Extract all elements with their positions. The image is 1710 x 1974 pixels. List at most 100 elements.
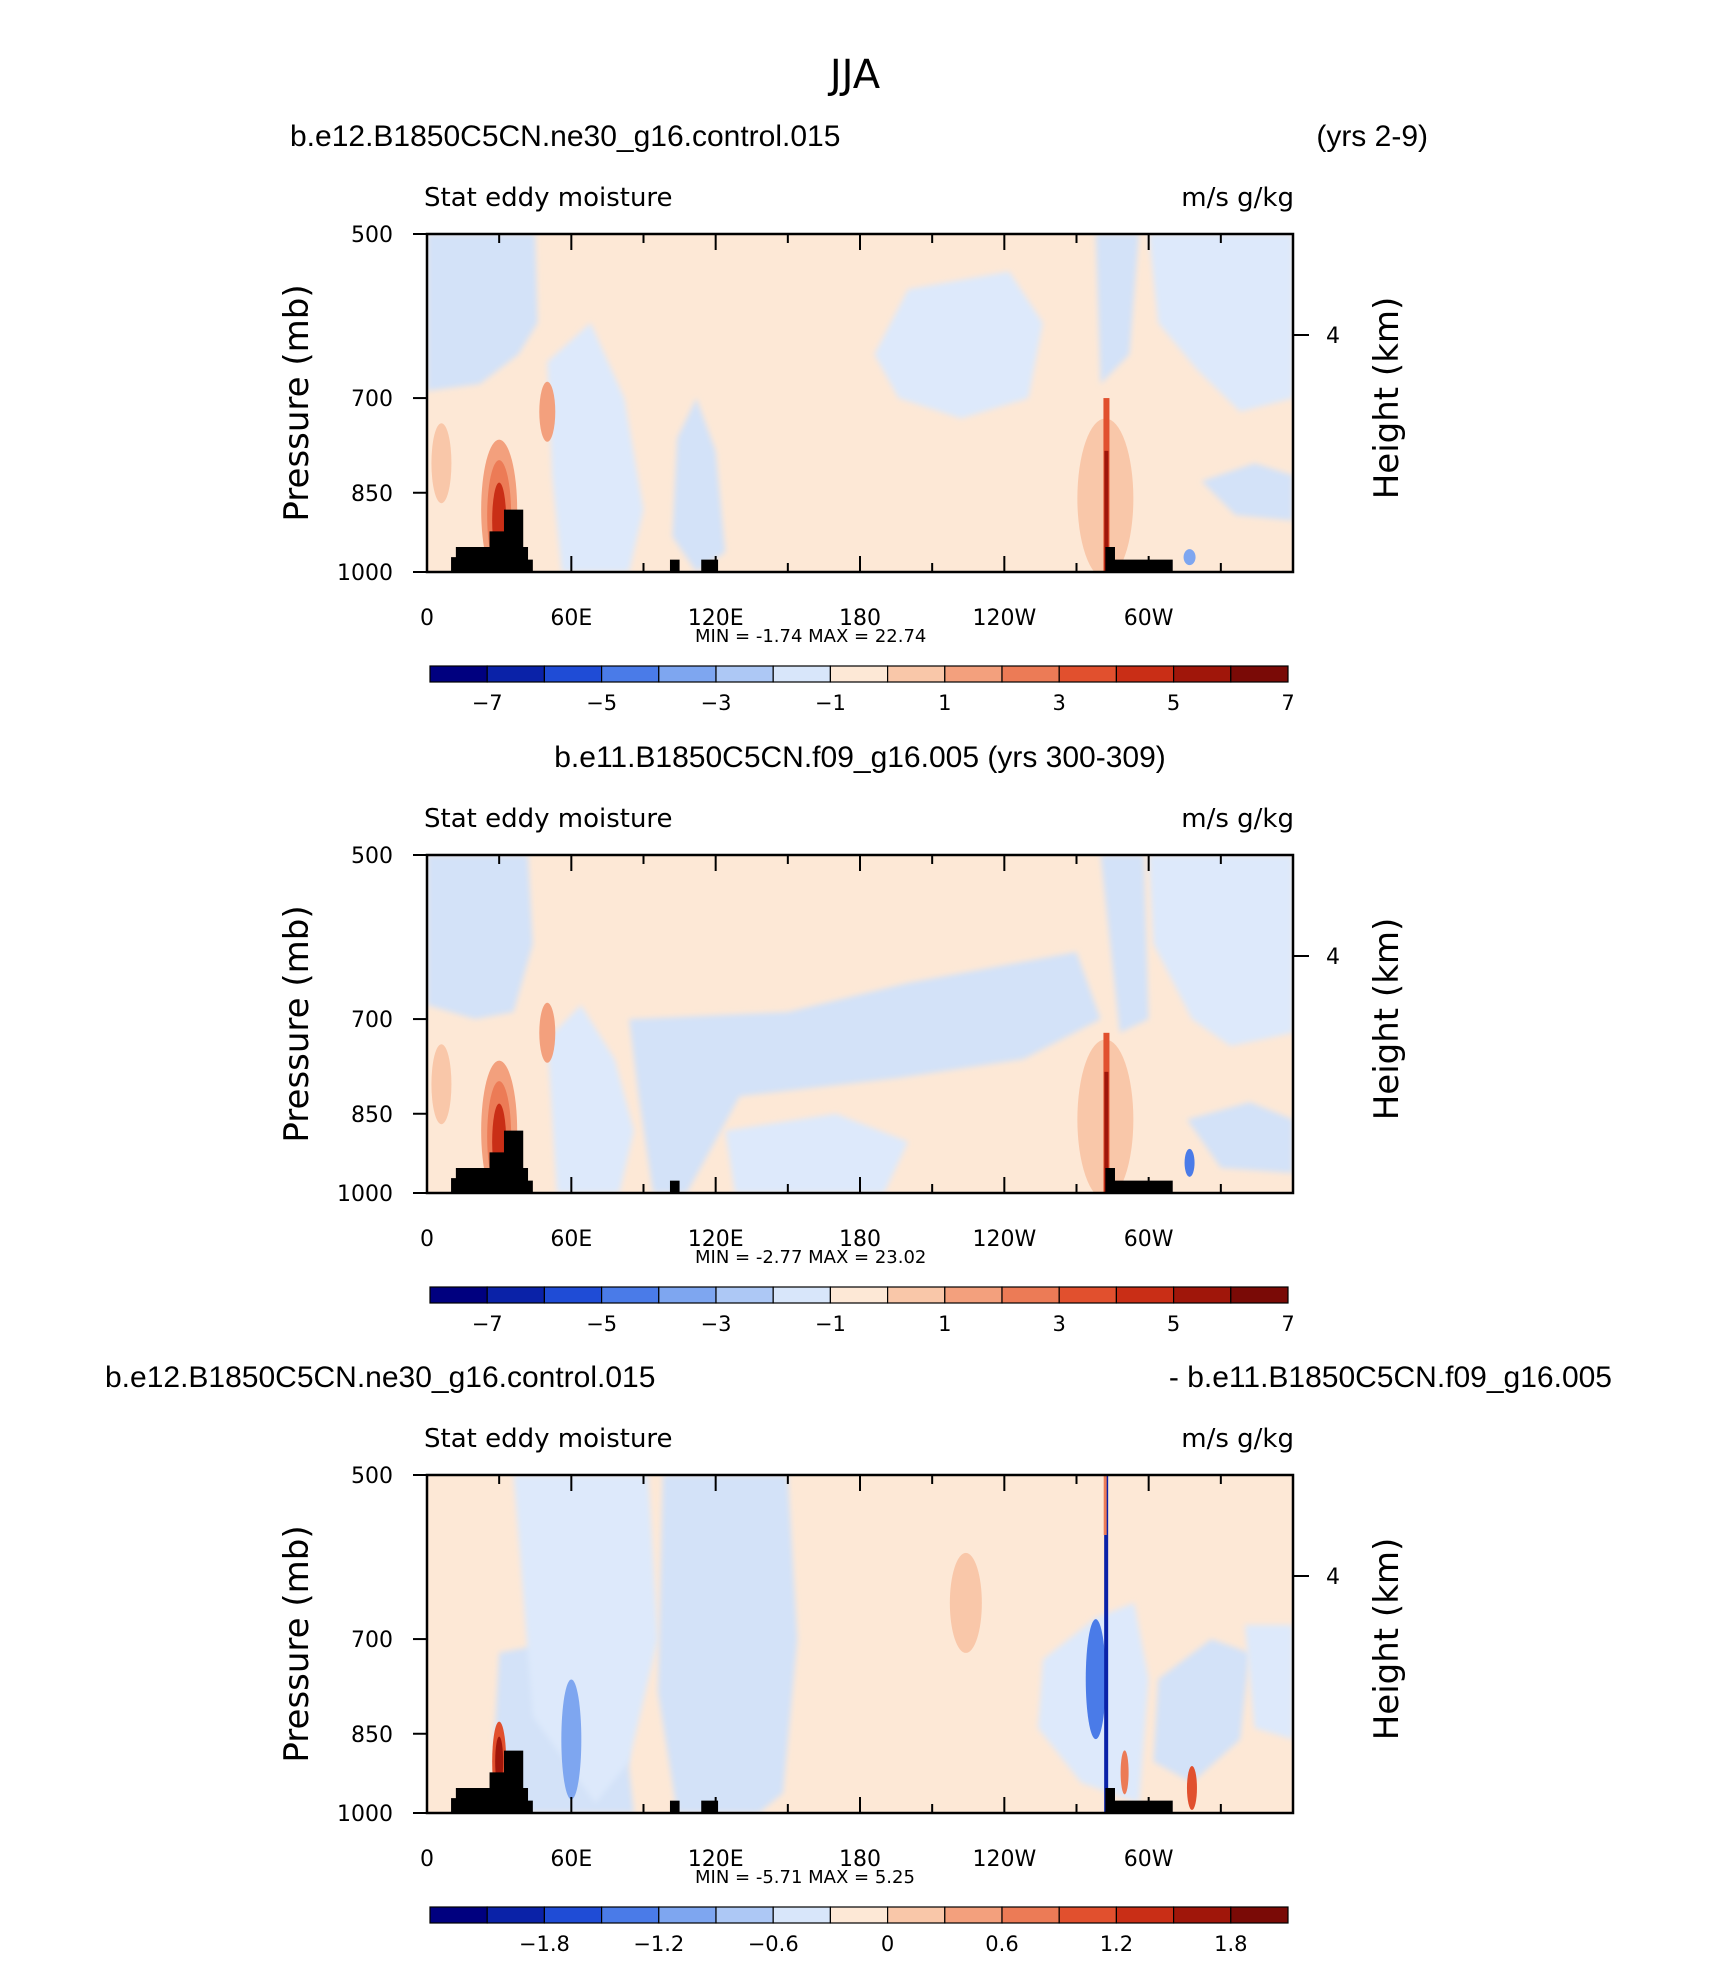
x-tick-label: 60E — [550, 606, 592, 631]
colorbar-label: −1 — [815, 1312, 846, 1336]
y-axis-label: Pressure (mb) — [277, 284, 317, 521]
panel-title-center: b.e11.B1850C5CN.f09_g16.005 (yrs 300-309… — [554, 741, 1166, 774]
colorbar-label: 1 — [938, 691, 951, 715]
colorbar-swatch — [658, 1286, 717, 1304]
x-tick-label: 120E — [688, 606, 744, 631]
panel-2: b.e11.B1850C5CN.f09_g16.005 (yrs 300-309… — [277, 741, 1407, 1336]
colorbar-swatch — [429, 665, 488, 683]
colorbar-label: −1.2 — [633, 1932, 684, 1956]
colorbar-label: 0.6 — [985, 1932, 1018, 1956]
x-tick-label: 120W — [972, 606, 1036, 631]
negative-region — [427, 855, 533, 1020]
feature-maximum — [1120, 1750, 1129, 1795]
colorbar-swatch — [1115, 1286, 1175, 1304]
colorbar-label: −7 — [472, 691, 503, 715]
y2-axis-label: Height (km) — [1367, 1538, 1407, 1741]
colorbar-swatch — [1230, 665, 1289, 683]
feature-maximum — [1104, 450, 1109, 572]
colorbar-swatch — [543, 665, 603, 683]
colorbar-label: 1.2 — [1100, 1932, 1133, 1956]
panel-3: b.e12.B1850C5CN.ne30_g16.control.015 - b.… — [105, 1361, 1612, 1956]
colorbar-label: −1.8 — [519, 1932, 570, 1956]
colorbar-swatch — [600, 665, 660, 683]
y-tick-label: 700 — [351, 1628, 393, 1653]
feature-minimum — [1183, 549, 1196, 566]
colorbar-swatch — [1172, 1286, 1232, 1304]
x-tick-label: 120W — [972, 1227, 1036, 1252]
feature-maximum — [431, 1044, 452, 1125]
colorbar-swatch — [715, 1906, 774, 1924]
x-tick-label: 60W — [1124, 1847, 1174, 1872]
y-tick-label: 700 — [351, 387, 393, 412]
negative-region — [427, 234, 538, 392]
figure-title: JJA — [827, 52, 881, 98]
colorbar-swatch — [829, 665, 889, 683]
colorbar-swatch — [886, 1906, 946, 1924]
min-max-label: MIN = -5.71 MAX = 5.25 — [695, 1867, 915, 1888]
negative-region — [657, 1475, 798, 1813]
colorbar-swatch — [886, 665, 946, 683]
topography-mask — [1105, 1787, 1173, 1813]
colorbar-swatch — [543, 1906, 603, 1924]
y-axis-label: Pressure (mb) — [277, 1525, 317, 1762]
colorbar-label: 1.8 — [1214, 1932, 1247, 1956]
x-tick-label: 120E — [688, 1847, 744, 1872]
colorbar-swatch — [944, 665, 1003, 683]
negative-region — [1095, 234, 1140, 384]
x-tick-label: 0 — [420, 1227, 434, 1252]
x-tick-label: 0 — [420, 606, 434, 631]
topography-mask — [669, 1800, 680, 1813]
colorbar-label: 5 — [1167, 1312, 1180, 1336]
y-tick-label: 850 — [351, 1103, 393, 1128]
feature-minimum — [561, 1679, 582, 1800]
y-tick-label: 850 — [351, 1723, 393, 1748]
panel-subtitle-right: m/s g/kg — [1181, 1424, 1294, 1454]
colorbar-swatch — [1058, 1906, 1117, 1924]
panel-subtitle-left: Stat eddy moisture — [424, 1424, 673, 1454]
topography-mask — [451, 1130, 533, 1193]
y-axis-label: Pressure (mb) — [277, 905, 317, 1142]
colorbar-label: −7 — [472, 1312, 503, 1336]
topography-mask — [451, 509, 533, 572]
colorbar-swatch — [1172, 1906, 1232, 1924]
y2-tick-label: 4 — [1326, 324, 1340, 349]
colorbar-label: 7 — [1281, 1312, 1294, 1336]
feature-maximum — [431, 423, 452, 504]
topography-mask — [1105, 1167, 1173, 1193]
negative-region — [672, 398, 726, 572]
colorbar-swatch — [772, 1906, 832, 1924]
y-tick-label: 1000 — [337, 1182, 393, 1207]
colorbar-swatch — [1058, 1286, 1117, 1304]
colorbar-label: 5 — [1167, 691, 1180, 715]
colorbar-swatch — [772, 665, 832, 683]
panel-subtitle-right: m/s g/kg — [1181, 804, 1294, 834]
colorbar-label: −3 — [701, 691, 732, 715]
topography-mask — [451, 1750, 533, 1813]
feature-minimum — [1085, 1619, 1106, 1740]
y-tick-label: 1000 — [337, 1802, 393, 1827]
panel-title-right: (yrs 2-9) — [1316, 120, 1428, 153]
negative-region — [547, 1004, 634, 1193]
feature-maximum — [1104, 1071, 1109, 1193]
negative-region — [1148, 855, 1293, 1047]
colorbar-label: −5 — [586, 1312, 617, 1336]
topography-mask — [669, 559, 680, 572]
negative-region — [1201, 463, 1293, 521]
topography-mask — [1105, 546, 1173, 572]
negative-region — [1187, 1102, 1293, 1174]
x-tick-label: 180 — [839, 1227, 881, 1252]
negative-region — [1148, 234, 1293, 412]
colorbar-swatch — [1001, 1906, 1060, 1924]
panel-title-left: b.e12.B1850C5CN.ne30_g16.control.015 — [105, 1361, 655, 1394]
colorbar-swatch — [715, 1286, 774, 1304]
y-tick-label: 500 — [351, 223, 393, 248]
topography-mask — [701, 1800, 719, 1813]
colorbar-swatch — [658, 665, 717, 683]
min-max-label: MIN = -2.77 MAX = 23.02 — [695, 1247, 926, 1268]
feature-minimum — [1184, 1148, 1195, 1177]
colorbar-swatch — [486, 1286, 546, 1304]
panel-title-left: b.e12.B1850C5CN.ne30_g16.control.015 — [290, 120, 840, 153]
colorbar-swatch — [829, 1906, 889, 1924]
colorbar-swatch — [715, 665, 774, 683]
